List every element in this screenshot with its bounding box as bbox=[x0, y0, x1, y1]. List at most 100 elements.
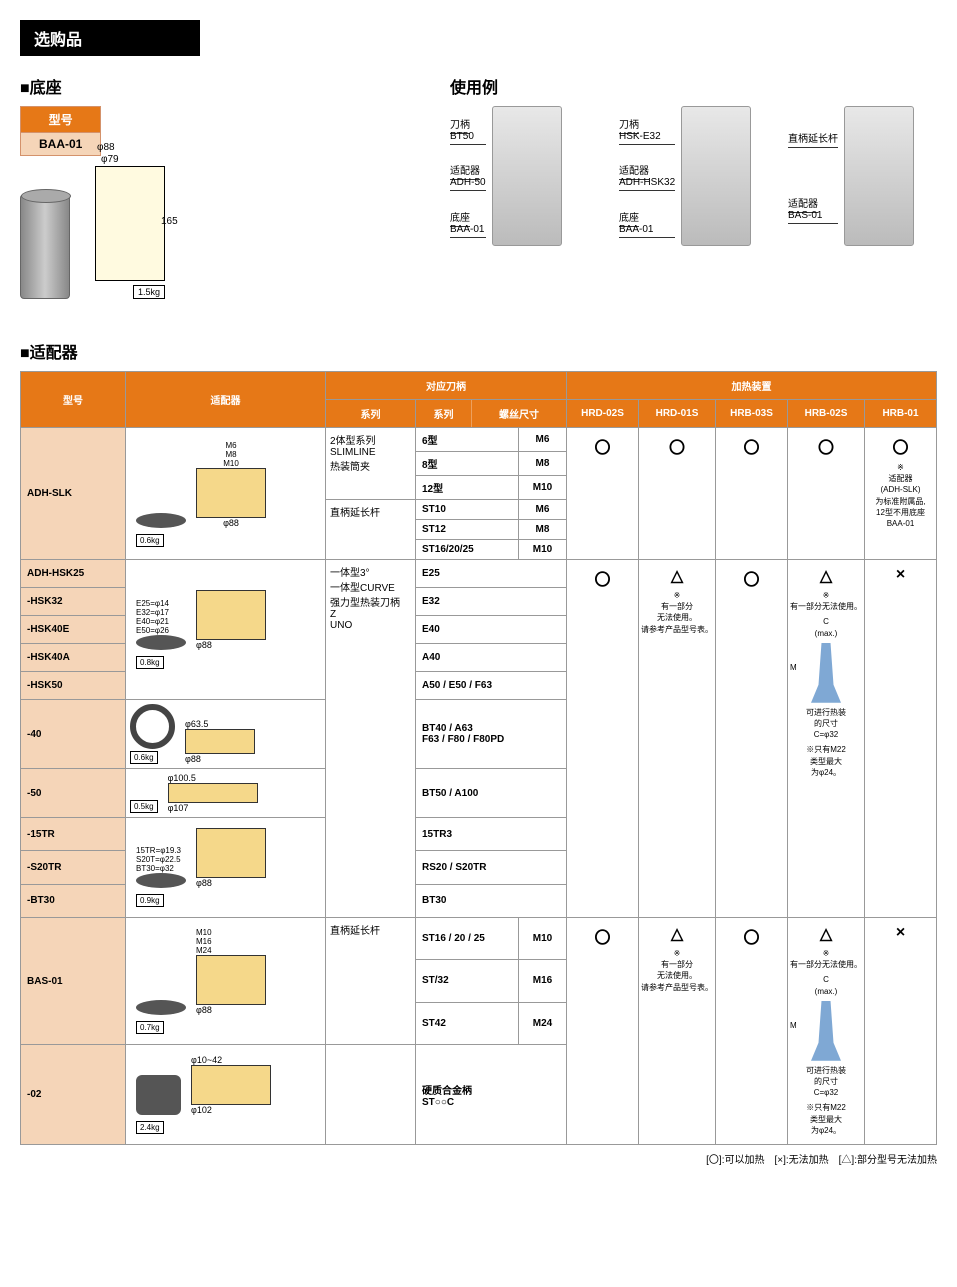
model-bas02: -02 bbox=[21, 1045, 126, 1145]
model-bas01: BAS-01 bbox=[21, 918, 126, 1045]
heat-cell: × bbox=[865, 918, 937, 1145]
usage-item-2: 刀柄HSK-E32 适配器ADH-HSK32 底座BAA-01 bbox=[619, 106, 768, 246]
spec-cell: E40 bbox=[416, 616, 567, 644]
screw-cell: M10 bbox=[519, 476, 567, 500]
cylinder-icon bbox=[20, 194, 70, 299]
dia-label: φ100.5 bbox=[168, 773, 258, 783]
screws-label: M10 M16 M24 bbox=[196, 928, 266, 955]
base-model-cell: BAA-01 bbox=[21, 133, 101, 156]
spec-cell: BT30 bbox=[416, 884, 567, 917]
screw-cell: M6 bbox=[519, 428, 567, 452]
heat-cell: 〇 bbox=[567, 428, 639, 560]
usage-item-1: 刀柄BT50 适配器ADH-50 底座BAA-01 bbox=[450, 106, 599, 246]
model-adh-slk: ADH-SLK bbox=[21, 428, 126, 560]
th-h4: HRB-02S bbox=[788, 400, 865, 428]
spec-cell: 8型 bbox=[416, 452, 519, 476]
usage-label: 底座BAA-01 bbox=[619, 207, 675, 238]
schematic-icon bbox=[196, 590, 266, 640]
spec-cell: 6型 bbox=[416, 428, 519, 452]
series-cell: 直柄延长杆 bbox=[326, 500, 416, 560]
heat-cell: 〇 bbox=[716, 918, 788, 1145]
dia-label: φ88 bbox=[185, 754, 255, 764]
model-cell: -BT30 bbox=[21, 884, 126, 917]
heat-cell: 〇 bbox=[567, 918, 639, 1145]
heat-cell: △ ※ 有一部分无法使用。 C (max.) M 可进行热装 的尺寸 C=φ32… bbox=[788, 560, 865, 918]
th-series: 系列 bbox=[416, 400, 472, 427]
adapter-cell: 0.6kg φ63.5φ88 bbox=[126, 700, 326, 769]
usage-label: 底座BAA-01 bbox=[450, 207, 486, 238]
disk-icon bbox=[136, 873, 186, 888]
usage-block: 使用例 刀柄BT50 适配器ADH-50 底座BAA-01 刀柄HSK-E32 … bbox=[450, 74, 937, 299]
spec-cell: ST16 / 20 / 25 bbox=[416, 918, 519, 960]
usage-label: 适配器ADH-50 bbox=[450, 160, 486, 191]
model-cell: -HSK40A bbox=[21, 644, 126, 672]
heat-cell: △※ 有一部分 无法使用。 请参考产品型号表。 bbox=[639, 560, 716, 918]
heat-cell: 〇 bbox=[639, 428, 716, 560]
disk-icon bbox=[136, 513, 186, 528]
page-header: 选购品 bbox=[20, 20, 200, 56]
heat-cell: 〇 bbox=[567, 560, 639, 918]
screw-cell: M6 bbox=[519, 500, 567, 520]
weight-label: 0.6kg bbox=[136, 534, 164, 547]
th-h2: HRD-01S bbox=[639, 400, 716, 428]
dim-d79: φ79 bbox=[101, 154, 119, 165]
usage-title: 使用例 bbox=[450, 74, 937, 98]
dia-range-label: φ10~42 bbox=[191, 1055, 271, 1065]
dia-label: φ102 bbox=[191, 1105, 271, 1115]
model-cell: -HSK50 bbox=[21, 672, 126, 700]
th-series: 系列 bbox=[326, 400, 416, 428]
spec-cell: E25 bbox=[416, 560, 567, 588]
spec-cell: A40 bbox=[416, 644, 567, 672]
dia-label: φ107 bbox=[168, 803, 258, 813]
heat-cell: △ ※ 有一部分无法使用。 C (max.) M 可进行热装 的尺寸 C=φ32… bbox=[788, 918, 865, 1145]
usage-label: 刀柄HSK-E32 bbox=[619, 114, 675, 145]
adapter-cell: M10 M16 M24 φ88 0.7kg bbox=[126, 918, 326, 1045]
dim-d88: φ88 bbox=[97, 142, 115, 153]
dia-label: φ88 bbox=[196, 1005, 266, 1015]
dim-height: 165 bbox=[161, 216, 178, 227]
disk-icon bbox=[136, 635, 186, 650]
schematic-icon bbox=[196, 828, 266, 878]
schematic-icon bbox=[185, 729, 255, 754]
screw-cell: M10 bbox=[519, 540, 567, 560]
screws-label: M6 M8 M10 bbox=[196, 441, 266, 468]
usage-photo-icon bbox=[681, 106, 751, 246]
disk-icon bbox=[136, 1000, 186, 1015]
tr-label: 15TR=φ19.3 S20T=φ22.5 BT30=φ32 bbox=[136, 846, 186, 873]
adapter-table: 型号 适配器 对应刀柄 加热装置 系列 系列 螺丝尺寸 HRD-02S HRD-… bbox=[20, 371, 937, 1145]
base-title: ■底座 bbox=[20, 74, 420, 98]
schematic-icon bbox=[168, 783, 258, 803]
spec-cell: ST10 bbox=[416, 500, 519, 520]
model-cell: -40 bbox=[21, 700, 126, 769]
usage-photo-icon bbox=[492, 106, 562, 246]
weight-label: 2.4kg bbox=[136, 1121, 164, 1134]
usage-label: 适配器BAS-01 bbox=[788, 193, 838, 224]
spec-cell: ST42 bbox=[416, 1002, 519, 1044]
usage-label: 直柄延长杆 bbox=[788, 128, 838, 148]
weight-label: 0.6kg bbox=[130, 751, 158, 764]
dia-label: φ88 bbox=[196, 878, 266, 888]
weight-label: 0.7kg bbox=[136, 1021, 164, 1034]
series-cell: 直柄延长杆 bbox=[326, 918, 416, 1045]
series-cell bbox=[326, 1045, 416, 1145]
tool-shape-icon bbox=[811, 1001, 841, 1061]
usage-label: 刀柄BT50 bbox=[450, 114, 486, 145]
spec-cell: BT50 / A100 bbox=[416, 769, 567, 818]
heat-cell: 〇 bbox=[716, 428, 788, 560]
model-cell: -HSK40E bbox=[21, 616, 126, 644]
legend: [〇]:可以加热 [×]:无法加热 [△]:部分型号无法加热 bbox=[20, 1151, 937, 1166]
th-holder: 对应刀柄 bbox=[326, 372, 567, 400]
th-h3: HRB-03S bbox=[716, 400, 788, 428]
adapter-section-title: ■适配器 bbox=[20, 339, 937, 363]
base-weight: 1.5kg bbox=[133, 285, 165, 299]
heat-cell: 〇 bbox=[788, 428, 865, 560]
adapter-cell: M6 M8 M10 φ88 0.6kg bbox=[126, 428, 326, 560]
th-h5: HRB-01 bbox=[865, 400, 937, 428]
model-cell: ADH-HSK25 bbox=[21, 560, 126, 588]
heat-cell: △※ 有一部分 无法使用。 请参考产品型号表。 bbox=[639, 918, 716, 1145]
screw-cell: M10 bbox=[519, 918, 567, 960]
top-section: ■底座 型号 BAA-01 φ88 φ79 165 1.5kg 使用例 刀柄BT… bbox=[20, 74, 937, 299]
ring-icon bbox=[130, 704, 175, 749]
screw-cell: M8 bbox=[519, 520, 567, 540]
th-model: 型号 bbox=[21, 372, 126, 428]
